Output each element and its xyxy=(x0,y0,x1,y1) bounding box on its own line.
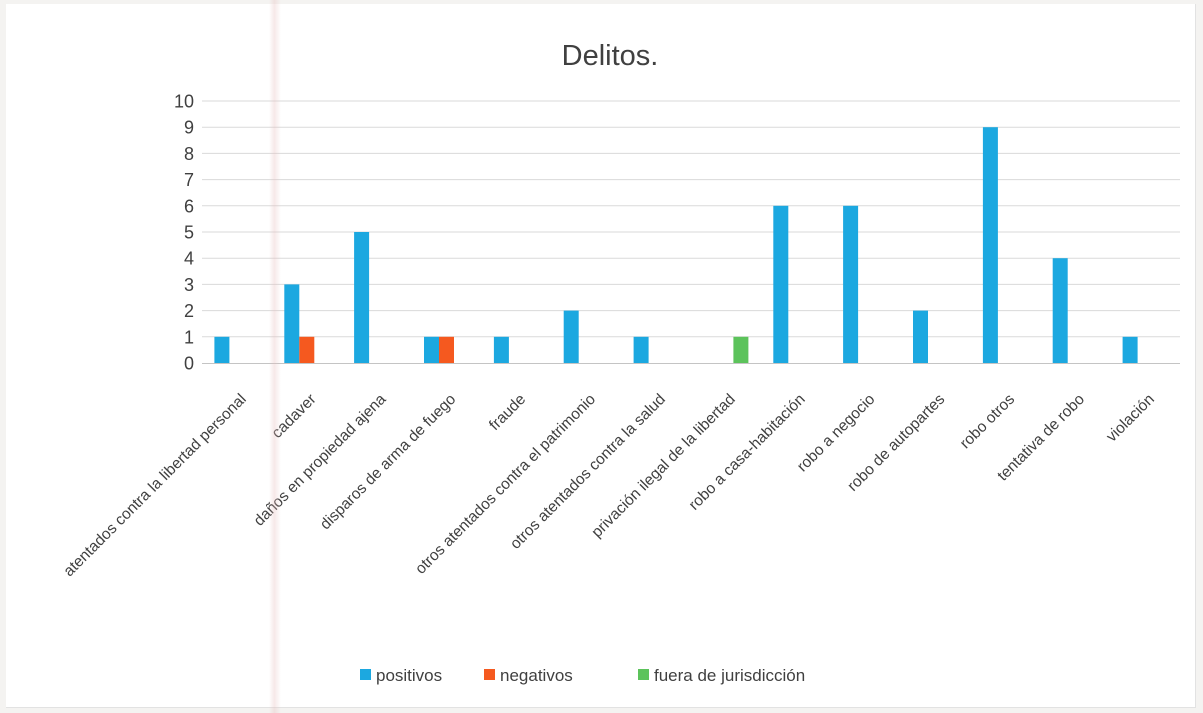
bar xyxy=(773,205,789,363)
chart-title: Delitos. xyxy=(562,40,659,72)
x-tick-label: cadaver xyxy=(269,391,320,442)
legend: positivos negativos fuera de jurisdicción xyxy=(360,666,805,685)
y-tick-label: 7 xyxy=(184,170,194,190)
x-tick-label: privación ilegal de la libertad xyxy=(588,391,738,541)
bar xyxy=(299,336,315,363)
bar xyxy=(354,232,370,363)
grid-lines xyxy=(202,100,1180,364)
y-tick-label: 0 xyxy=(184,354,194,374)
bar xyxy=(284,284,300,363)
y-tick-label: 10 xyxy=(174,92,194,112)
bar xyxy=(563,310,579,363)
y-tick-label: 2 xyxy=(184,301,194,321)
legend-swatch xyxy=(484,669,495,680)
y-tick-label: 4 xyxy=(184,249,194,269)
legend-swatch xyxy=(638,669,649,680)
x-tick-label: disparos de arma de fuego xyxy=(317,391,459,533)
bar xyxy=(633,336,649,363)
legend-label: negativos xyxy=(500,666,573,685)
y-tick-label: 6 xyxy=(184,196,194,216)
bar xyxy=(493,336,509,363)
bar xyxy=(843,205,859,363)
bar xyxy=(733,336,749,363)
bar xyxy=(1052,258,1068,363)
bar xyxy=(982,127,998,363)
y-tick-label: 1 xyxy=(184,327,194,347)
bar xyxy=(913,310,928,363)
bar xyxy=(214,336,230,363)
x-tick-label: violación xyxy=(1103,391,1158,446)
x-tick-label: robo a casa-habitación xyxy=(686,391,809,514)
x-tick-label: daños en propiedad ajena xyxy=(251,391,390,530)
y-tick-label: 9 xyxy=(184,118,194,138)
y-tick-label: 8 xyxy=(184,144,194,164)
x-tick-label: fraude xyxy=(486,391,529,434)
bar xyxy=(1122,336,1138,363)
x-tick-label: atentados contra la libertad personal xyxy=(60,391,249,580)
bar xyxy=(424,336,439,363)
bars xyxy=(214,127,1138,363)
y-tick-label: 3 xyxy=(184,275,194,295)
y-axis-ticks: 0 1 2 3 4 5 6 7 8 9 10 xyxy=(174,92,194,374)
x-axis-labels: atentados contra la libertad personal cad… xyxy=(60,391,1157,581)
y-tick-label: 5 xyxy=(184,223,194,243)
legend-label: positivos xyxy=(376,666,442,685)
x-tick-label: robo otros xyxy=(957,391,1019,453)
legend-swatch xyxy=(360,669,371,680)
bar xyxy=(439,336,454,363)
legend-label: fuera de jurisdicción xyxy=(654,666,805,685)
